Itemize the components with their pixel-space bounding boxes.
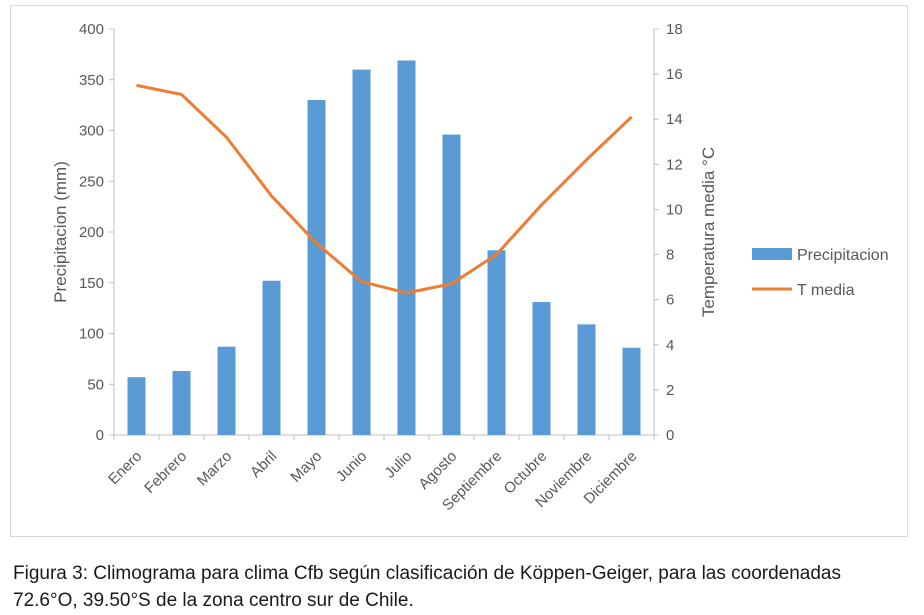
right-tick-label: 14: [666, 111, 683, 128]
left-tick-label: 50: [87, 376, 104, 393]
legend-label-precipitation: Precipitacion: [797, 247, 889, 264]
precipitation-bar: [217, 346, 236, 435]
legend: Precipitacion T media: [752, 247, 889, 299]
x-tick-label: Enero: [105, 448, 145, 488]
right-tick-label: 2: [666, 382, 674, 399]
precipitation-bar: [352, 69, 371, 435]
axes-group: [109, 28, 659, 440]
legend-swatch-precipitation: [752, 248, 792, 260]
x-tick-label: Junio: [333, 448, 370, 485]
left-tick-label: 0: [96, 427, 104, 444]
left-tick-label: 350: [79, 72, 104, 89]
x-tick-label: Agosto: [415, 448, 460, 493]
legend-label-temperature: T media: [797, 282, 855, 299]
precipitation-bar: [487, 250, 506, 435]
x-tick-label: Abril: [247, 448, 280, 481]
precipitation-bar: [262, 280, 281, 435]
left-tick-label: 250: [79, 173, 104, 190]
x-tick-label: Julio: [381, 448, 415, 482]
right-tick-label: 18: [666, 21, 683, 38]
precipitation-bar: [307, 100, 326, 436]
right-tick-label: 4: [666, 337, 674, 354]
left-tick-label: 400: [79, 21, 104, 38]
right-tick-label: 6: [666, 292, 674, 309]
x-tick-label: Marzo: [194, 448, 235, 489]
precipitation-bar: [532, 302, 551, 435]
temperature-line: [136, 83, 633, 295]
axis-labels-group: 0 50 100 150 200 250 300 350 400 0 2 4 6 8 10 12 14 16 18 E…: [51, 21, 718, 514]
right-tick-label: 12: [666, 156, 683, 173]
temperature-line-group: [136, 83, 633, 295]
precipitation-bar: [397, 60, 416, 436]
right-tick-label: 8: [666, 247, 674, 264]
precipitation-bar: [622, 347, 641, 435]
figure-caption: Figura 3: Climograma para clima Cfb segú…: [13, 563, 841, 611]
x-tick-label: Mayo: [287, 448, 325, 486]
chart-container: 0 50 100 150 200 250 300 350 400 0 2 4 6 8 10 12 14 16 18 E…: [10, 5, 908, 537]
right-tick-label: 10: [666, 201, 683, 218]
precipitation-bar: [577, 324, 596, 435]
left-tick-label: 150: [79, 275, 104, 292]
x-tick-label: Febrero: [141, 448, 190, 497]
y2-axis-title: Temperatura media °C: [699, 147, 718, 317]
y-axis-title: Precipitacion (mm): [51, 161, 70, 303]
left-tick-label: 300: [79, 123, 104, 140]
left-tick-label: 200: [79, 224, 104, 241]
climograph-chart: 0 50 100 150 200 250 300 350 400 0 2 4 6 8 10 12 14 16 18 E…: [51, 21, 889, 514]
left-tick-label: 100: [79, 326, 104, 343]
precipitation-bar: [172, 371, 191, 435]
precipitation-bar: [127, 377, 146, 435]
right-tick-label: 16: [666, 66, 683, 83]
right-tick-label: 0: [666, 427, 674, 444]
